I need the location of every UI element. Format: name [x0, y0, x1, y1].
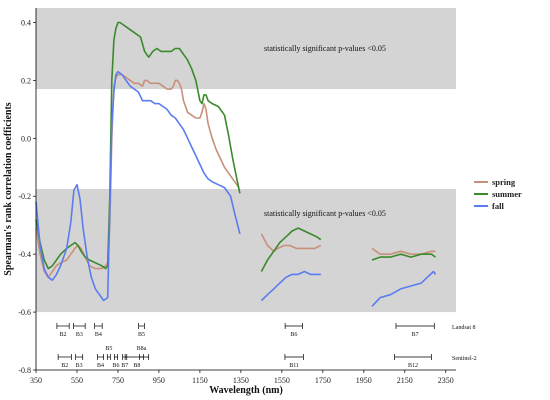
- x-tick-label-1750: 1750: [315, 376, 331, 385]
- series-fall-segment-2: [260, 270, 321, 302]
- band-label-b3: B3: [76, 363, 83, 369]
- band-label-b8: B8: [133, 363, 140, 369]
- significance-band-2: [36, 189, 456, 313]
- band-label-b12: B12: [408, 363, 418, 369]
- axes: 350 550 750 950 1150 1350 1550 1750 1950 2150 2350…: [18, 8, 456, 385]
- band-marker-landsat-8-b6: B6: [284, 323, 303, 338]
- band-label-b8a: B8a: [137, 346, 147, 352]
- band-marker-landsat-8-b4: B4: [94, 323, 103, 338]
- legend: spring summer fall: [474, 177, 522, 211]
- y-tick-label--0.6: -0.6: [18, 308, 31, 317]
- significance-note-1: statistically significant p-values <0.05: [264, 44, 386, 53]
- y-tick-label-0.4: 0.4: [21, 18, 31, 27]
- band-marker-sentinel-2-b4: B4: [97, 354, 104, 369]
- legend-label-spring: spring: [492, 177, 516, 187]
- band-label-b5: B5: [105, 346, 112, 352]
- series-summer-segment-3: [371, 253, 436, 261]
- band-marker-sentinel-2-b11: B11: [284, 354, 304, 369]
- series-lines: [35, 21, 437, 307]
- significance-band-1: [36, 8, 456, 90]
- legend-label-fall: fall: [492, 201, 504, 211]
- x-tick-label-1550: 1550: [274, 376, 290, 385]
- y-tick-label-0: 0.0: [21, 134, 31, 143]
- series-summer-segment-2: [260, 227, 322, 272]
- band-marker-sentinel-2-b6: B6: [112, 354, 120, 369]
- band-marker-sentinel-2-b8a: B8a: [137, 346, 147, 360]
- x-tick-label-2350: 2350: [438, 376, 454, 385]
- band-label-b2: B2: [61, 363, 68, 369]
- band-label-b3: B3: [76, 332, 83, 338]
- y-tick-label--0.8: -0.8: [18, 366, 31, 375]
- series-spring-segment-3: [371, 247, 436, 255]
- band-label-b7: B7: [412, 332, 419, 338]
- band-label-b6: B6: [290, 332, 297, 338]
- y-axis-title: Spearman's rank correlation coefficients: [3, 102, 14, 276]
- band-marker-sentinel-2-b8: B8: [124, 354, 150, 369]
- x-axis-title: Wavelength (nm): [209, 385, 283, 396]
- band-label-b7: B7: [121, 363, 128, 369]
- x-tick-label-950: 950: [153, 376, 165, 385]
- x-tick-label-1950: 1950: [356, 376, 372, 385]
- band-marker-sentinel-2-b2: B2: [57, 354, 72, 369]
- series-spring-segment-1: [35, 73, 240, 279]
- band-marker-sentinel-2-b5: B5: [105, 346, 112, 360]
- y-tick-label--0.4: -0.4: [18, 250, 31, 259]
- series-fall-segment-3: [371, 270, 437, 307]
- x-tick-label-1350: 1350: [233, 376, 249, 385]
- band-label-b5: B5: [138, 332, 145, 338]
- band-label-b6: B6: [112, 363, 119, 369]
- band-label-b11: B11: [289, 363, 299, 369]
- band-marker-landsat-8-b3: B3: [73, 323, 86, 338]
- y-tick-label--0.2: -0.2: [18, 192, 31, 201]
- band-marker-sentinel-2-b12: B12: [394, 354, 432, 369]
- x-tick-label-350: 350: [30, 376, 42, 385]
- band-label-b4: B4: [97, 363, 104, 369]
- sensor-label-1: Sentinel-2: [452, 356, 477, 362]
- band-marker-landsat-8-b5: B5: [138, 323, 145, 338]
- x-tick-label-1150: 1150: [192, 376, 208, 385]
- band-marker-sentinel-2-b3: B3: [75, 354, 84, 369]
- x-tick-label-2150: 2150: [397, 376, 413, 385]
- band-label-b4: B4: [95, 332, 102, 338]
- sensor-label-0: Landsat 8: [452, 325, 476, 331]
- band-label-b2: B2: [60, 332, 67, 338]
- band-marker-sentinel-2-b7: B7: [121, 354, 128, 369]
- x-tick-label-750: 750: [112, 376, 124, 385]
- x-tick-label-550: 550: [71, 376, 83, 385]
- y-tick-label-0.2: 0.2: [21, 76, 31, 85]
- band-marker-landsat-8-b2: B2: [56, 323, 70, 338]
- significance-bands: statistically significant p-values <0.05…: [36, 8, 456, 313]
- band-marker-landsat-8-b7: B7: [395, 323, 435, 338]
- significance-note-2: statistically significant p-values <0.05: [264, 209, 386, 218]
- series-summer-segment-1: [35, 21, 241, 270]
- series-fall-segment-1: [35, 70, 241, 302]
- series-spring-segment-2: [260, 233, 322, 253]
- legend-label-summer: summer: [492, 189, 522, 199]
